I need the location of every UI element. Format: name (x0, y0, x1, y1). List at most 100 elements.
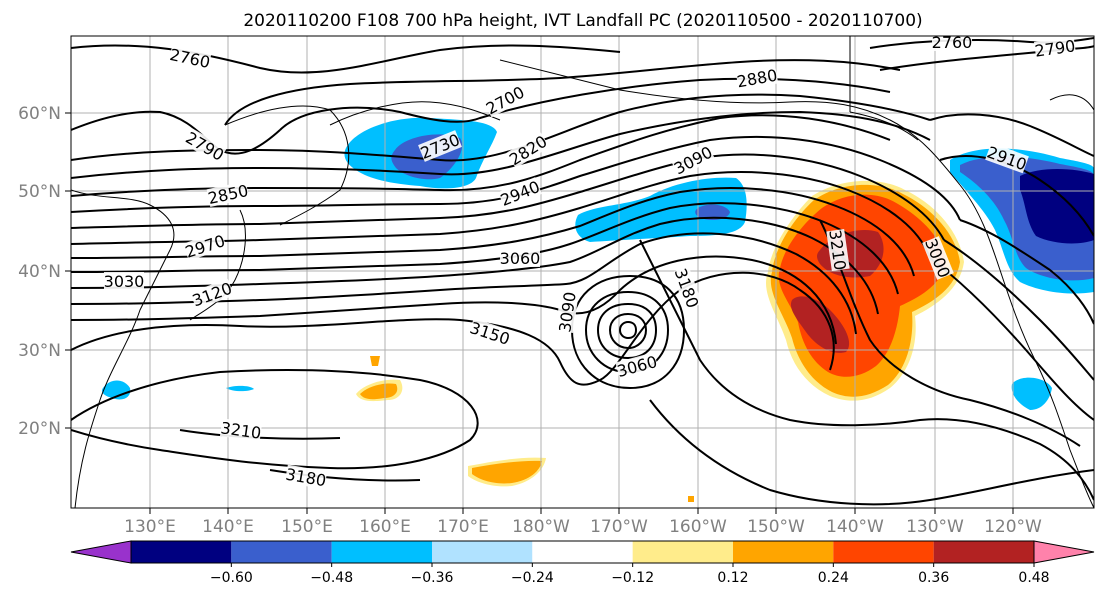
contour-2790-ne (879, 45, 1094, 71)
contour-3150-south-sweep (649, 399, 1094, 506)
coastline-east-asia (71, 189, 175, 508)
contour-label-bg (498, 177, 542, 209)
contour-label-bg (190, 278, 234, 310)
colorbar-tick-label-5: 0.12 (717, 570, 748, 586)
colorbar-segment-8 (933, 541, 1034, 563)
contour-ne-trough-3 (959, 219, 1094, 325)
contour-label-bg (219, 418, 263, 442)
contour-3060-low-1 (584, 290, 670, 374)
colorbar-tick-label-6: 0.24 (818, 570, 849, 586)
contour-label-bg (500, 249, 540, 267)
contour-2700 (224, 59, 901, 126)
contour-label-text: 3030 (104, 272, 145, 291)
contour-3210-east (819, 219, 1081, 447)
contour-3000 (71, 187, 915, 277)
negative-anomaly-small-east (1011, 377, 1052, 410)
contour-3030 (71, 202, 899, 295)
colorbar-segment-0 (131, 541, 232, 563)
contour-label-bg (826, 228, 850, 272)
colorbar-tick-label-0: −0.60 (210, 570, 253, 586)
contour-2730 (279, 77, 891, 131)
contour-label-bg (555, 290, 579, 334)
colorbar-frame (130, 540, 1035, 564)
colorbar-segment-7 (833, 541, 934, 563)
contour-label-13: 3060 (500, 249, 541, 268)
contour-label-16: 3030 (104, 272, 145, 291)
lon-label-3: 160°E (359, 517, 411, 537)
contour-label-bg (483, 82, 527, 118)
negative-anomaly-small-mid (226, 385, 254, 392)
contour-label-bg (506, 131, 550, 169)
colorbar-segment-5 (632, 541, 733, 563)
contour-3090-ring (71, 232, 857, 335)
positive-anomaly-small-a-core (360, 383, 398, 400)
contour-3120 (71, 255, 837, 345)
contour-3090-low-outer (570, 274, 686, 390)
contour-3180-east (639, 239, 1094, 501)
contour-label-bg (206, 181, 250, 207)
latitude-axis: 60°N 50°N 40°N 30°N 20°N (18, 104, 71, 439)
contour-label-text: 2760 (932, 33, 973, 52)
contour-label-1: 2760 (932, 33, 973, 52)
contour-label-bg (1033, 36, 1077, 60)
longitude-axis: 130°E 140°E 150°E 160°E 170°E 180°W 170°W 160°W… (124, 508, 1042, 537)
contour-3060-low-3 (608, 312, 648, 350)
contour-label-bg (418, 130, 462, 162)
coastline-hudson (1049, 94, 1094, 111)
coastline-aleutians (329, 101, 501, 126)
contour-label-bg (932, 36, 972, 51)
contour-3180 (71, 369, 479, 470)
contour-label-23: 3180 (284, 465, 327, 491)
contour-3150 (71, 271, 835, 386)
positive-anomaly-small-d (688, 496, 694, 502)
lon-label-4: 170°E (437, 517, 489, 537)
lat-label-4: 20°N (18, 419, 61, 439)
negative-anomaly-central-pacific-core (695, 204, 730, 220)
coastline-japan (189, 209, 246, 321)
contour-label-bg (735, 65, 779, 91)
lon-label-10: 130°W (906, 517, 964, 537)
lat-label-0: 60°N (18, 104, 61, 124)
contour-label-bg (671, 266, 703, 310)
lon-label-7: 160°W (669, 517, 727, 537)
contour-label-bg (468, 318, 512, 348)
contour-ne-trough-4 (943, 239, 1094, 381)
lat-label-2: 40°N (18, 262, 61, 282)
colorbar-tick-label-3: −0.24 (511, 570, 554, 586)
contour-ne-trough-1 (929, 113, 1094, 157)
map-frame (70, 35, 1095, 509)
colorbar-tick-label-1: −0.48 (310, 570, 353, 586)
colorbar: −0.60 −0.48 −0.36 −0.24 −0.12 0.12 0.24 0.36 0.4… (70, 540, 1095, 586)
lon-label-2: 150°E (281, 517, 333, 537)
coastline-kamchatka (224, 105, 350, 226)
figure-title: 2020110200 F108 700 hPa height, IVT Land… (243, 11, 922, 31)
colorbar-segment-1 (231, 541, 332, 563)
contour-label-bg (615, 352, 659, 380)
colorbar-tick-label-8: 0.48 (1018, 570, 1049, 586)
contour-label-0: 2760 (168, 45, 212, 72)
contour-label-bg (985, 142, 1029, 174)
contour-2970 (71, 171, 931, 259)
colorbar-extend-high (1033, 540, 1095, 564)
colorbar-segment-6 (733, 541, 834, 563)
colorbar-extend-low (70, 540, 132, 564)
contour-3060 (71, 216, 879, 315)
colorbar-tick-label-2: −0.36 (411, 570, 454, 586)
colorbar-tick-label-7: 0.36 (918, 570, 949, 586)
colorbar-tick-label-4: −0.12 (611, 570, 654, 586)
lat-label-1: 50°N (18, 182, 61, 202)
contour-2940 (71, 153, 945, 241)
contour-3060-low-4 (618, 320, 638, 340)
positive-anomaly-small-b (370, 356, 380, 366)
contour-label-text: 3060 (500, 249, 541, 268)
contour-3060-low-2 (596, 302, 658, 360)
lon-label-11: 120°W (984, 517, 1042, 537)
lat-label-3: 30°N (18, 341, 61, 361)
colorbar-segment-2 (331, 541, 432, 563)
contour-label-bg (104, 272, 144, 290)
contour-ne-trough-2 (939, 155, 1094, 237)
lon-label-5: 180°W (512, 517, 570, 537)
positive-anomaly-small-c-core (472, 460, 542, 484)
